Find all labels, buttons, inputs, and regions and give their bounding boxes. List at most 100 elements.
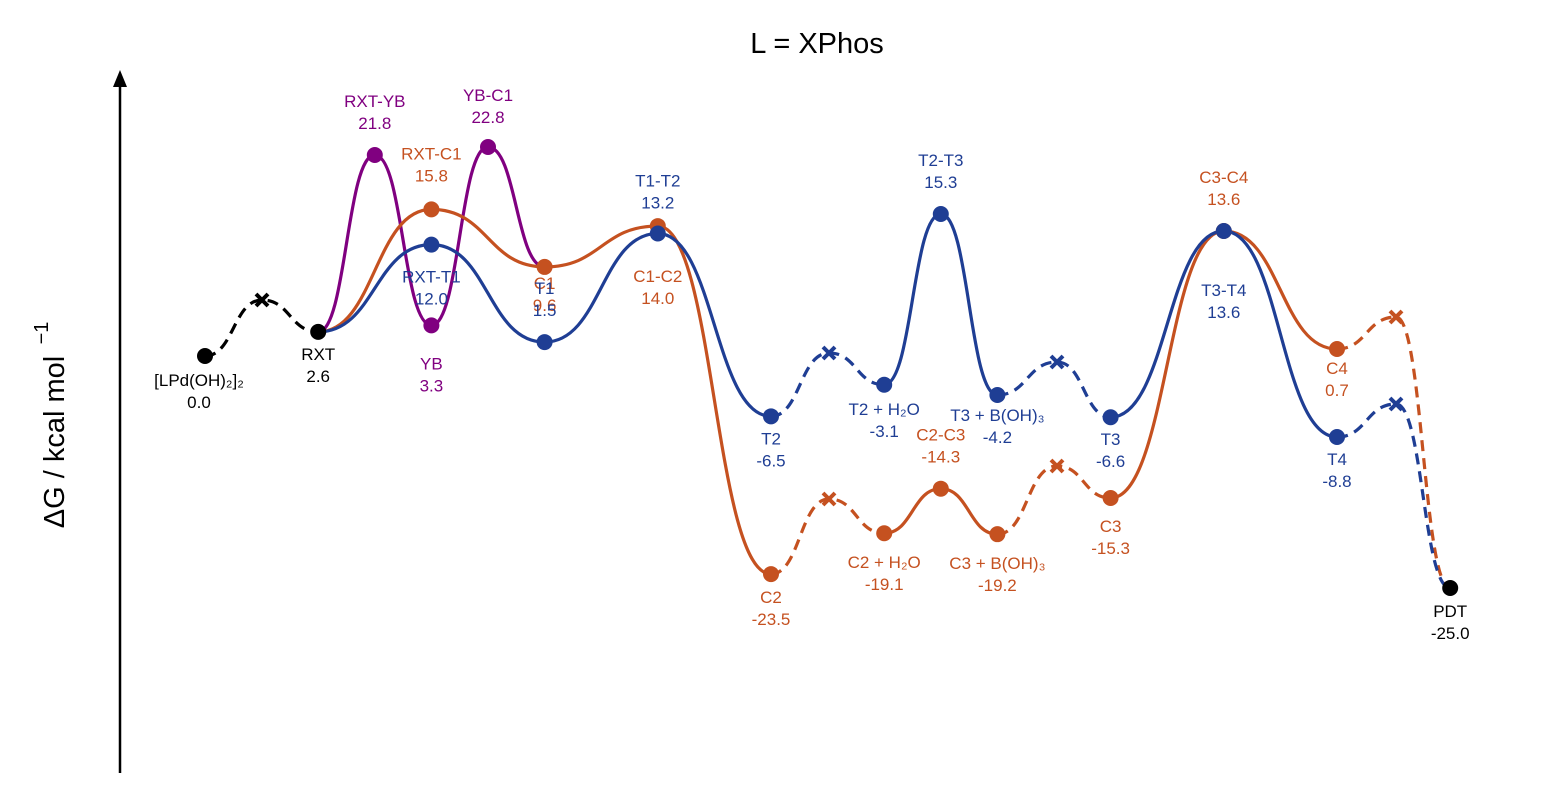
state-point-c3boh	[989, 526, 1006, 543]
pathway-curves	[204, 145, 1451, 590]
state-point-c3	[1102, 489, 1119, 506]
cross-marker	[1049, 458, 1065, 474]
state-point-t1	[536, 334, 553, 351]
series-t-dash-3	[1336, 402, 1451, 590]
state-name-t1t2: T1-T2	[635, 172, 680, 191]
state-point-t2t3	[932, 206, 949, 223]
series-start-line	[204, 298, 319, 358]
state-point-rxtt1	[423, 236, 440, 253]
state-value-c1: 9.6	[533, 296, 557, 315]
y-axis-label-group: ΔG / kcal mol −1	[31, 322, 71, 529]
state-name-yb: YB	[420, 354, 443, 373]
state-point-rxtc1	[423, 201, 440, 218]
y-axis-arrowhead	[113, 70, 127, 87]
state-point-t3	[1102, 409, 1119, 426]
series-t-line-2	[883, 212, 998, 397]
state-name-start: [LPd(OH)₂]₂	[154, 371, 244, 390]
state-name-t2t3: T2-T3	[918, 151, 963, 170]
state-value-t1: 1.5	[533, 301, 557, 320]
state-value-t3boh: -4.2	[983, 428, 1012, 447]
cross-marker	[1388, 309, 1404, 325]
state-point-t3boh	[989, 386, 1006, 403]
series-c-line-3	[1110, 229, 1338, 500]
state-value-start: 0.0	[187, 393, 211, 412]
state-point-start	[197, 348, 213, 364]
state-point-t3t4	[1215, 223, 1232, 239]
state-point-t1t2	[649, 225, 666, 242]
series-c-dash-2	[997, 464, 1111, 536]
state-value-c4: 0.7	[1325, 381, 1349, 400]
y-axis	[113, 70, 127, 773]
state-point-t2	[763, 408, 779, 425]
cross-marker	[821, 345, 837, 361]
state-name-c2: C2	[760, 588, 782, 607]
series-t-line-3	[1110, 229, 1338, 439]
state-name-ybc1: YB-C1	[463, 86, 513, 105]
state-name-c1c2: C1-C2	[633, 267, 682, 286]
state-name-t4: T4	[1327, 450, 1347, 469]
state-value-rxtt1: 12.0	[415, 290, 448, 309]
state-value-t1t2: 13.2	[641, 194, 674, 213]
state-value-t2: -6.5	[756, 451, 785, 470]
state-value-c3boh: -19.2	[978, 576, 1017, 595]
state-value-c2: -23.5	[752, 610, 791, 629]
state-point-pdt	[1442, 580, 1459, 596]
state-value-t3t4: 13.6	[1207, 303, 1240, 322]
state-point-t4	[1329, 429, 1345, 445]
cross-marker	[1388, 396, 1404, 412]
state-name-c3boh: C3 + B(OH)₃	[949, 554, 1045, 573]
series-t-dash-2	[997, 360, 1111, 419]
state-name-t2: T2	[761, 429, 781, 448]
state-value-ybc1: 22.8	[471, 108, 504, 127]
cross-marker	[254, 292, 270, 308]
state-value-t2t3: 15.3	[924, 173, 957, 192]
state-name-t3boh: T3 + B(OH)₃	[950, 406, 1044, 425]
state-point-c2h2o	[876, 525, 893, 542]
state-point-c1	[536, 258, 553, 275]
state-name-c3: C3	[1100, 517, 1122, 536]
state-point-ybc1	[480, 139, 496, 155]
state-point-rxtyb	[366, 147, 383, 163]
state-value-t4: -8.8	[1322, 472, 1351, 491]
state-name-c3c4: C3-C4	[1199, 168, 1248, 187]
state-name-rxt: RXT	[301, 345, 335, 364]
state-name-pdt: PDT	[1433, 602, 1467, 621]
pathway-markers	[197, 139, 1459, 596]
state-value-pdt: -25.0	[1431, 624, 1470, 643]
state-name-t3: T3	[1101, 430, 1121, 449]
cross-marker	[821, 491, 837, 507]
chart-title: L = XPhos	[750, 28, 884, 60]
state-name-c1: C1	[534, 274, 556, 293]
state-value-yb: 3.3	[420, 376, 444, 395]
state-point-c2	[763, 566, 779, 583]
state-value-c2c3: -14.3	[921, 448, 960, 467]
series-c-dash-3	[1336, 315, 1451, 590]
state-name-rxtyb: RXT-YB	[344, 92, 405, 111]
y-axis-label-exponent: −1	[31, 322, 53, 345]
state-point-rxt	[310, 323, 327, 340]
cross-marker	[1049, 354, 1065, 370]
state-name-c2h2o: C2 + H₂O	[848, 553, 921, 572]
state-point-t2h2o	[876, 376, 893, 393]
state-value-rxt: 2.6	[306, 367, 330, 386]
state-value-c3c4: 13.6	[1207, 190, 1240, 209]
state-value-c1c2: 14.0	[641, 289, 674, 308]
state-point-c4	[1329, 341, 1345, 357]
state-value-t2h2o: -3.1	[870, 422, 899, 441]
state-name-t3t4: T3-T4	[1201, 281, 1246, 300]
state-value-rxtc1: 15.8	[415, 166, 448, 185]
state-point-c2c3	[932, 480, 949, 497]
state-name-t2h2o: T2 + H₂O	[849, 400, 920, 419]
state-name-c4: C4	[1326, 359, 1348, 378]
state-value-rxtyb: 21.8	[358, 114, 391, 133]
state-name-t1: T1	[535, 279, 555, 298]
state-labels: [LPd(OH)₂]₂ 0.0 RXT 2.6 RXT-YB 21.8 YB 3.3 YB-C1…	[154, 86, 1469, 643]
y-axis-label: ΔG / kcal mol	[39, 356, 71, 528]
state-value-c2h2o: -19.1	[865, 575, 904, 594]
state-name-rxtc1: RXT-C1	[401, 144, 461, 163]
state-point-yb	[423, 317, 440, 334]
state-name-rxtt1: RXT-T1	[402, 268, 461, 287]
state-value-t3: -6.6	[1096, 452, 1125, 471]
series-c-line-1	[318, 207, 772, 576]
